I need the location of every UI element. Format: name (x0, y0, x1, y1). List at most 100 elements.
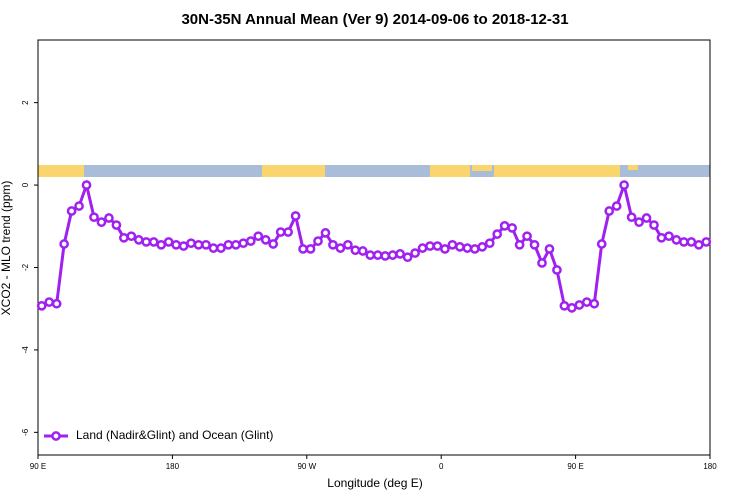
y-tick-label: 2 (21, 100, 30, 105)
data-point (499, 221, 510, 231)
data-point (81, 180, 92, 190)
land-strip (494, 165, 620, 177)
data-point (148, 237, 159, 247)
x-tick-label: 180 (703, 462, 717, 471)
data-point (223, 239, 234, 250)
data-point (440, 244, 450, 254)
data-point (507, 223, 517, 233)
data-point (462, 243, 473, 253)
data-point (649, 220, 659, 230)
data-point (574, 300, 585, 310)
plot-frame (37, 39, 711, 456)
data-point (596, 239, 607, 249)
data-point (380, 251, 391, 261)
data-point (567, 303, 577, 313)
legend-marker (51, 431, 61, 441)
data-point (589, 298, 600, 309)
data-point (432, 241, 443, 251)
data-point (455, 242, 465, 252)
data-point (231, 239, 241, 250)
data-point (693, 239, 704, 250)
data-point (141, 237, 152, 247)
series-line (41, 179, 707, 310)
data-point (290, 211, 301, 221)
data-point (552, 265, 562, 275)
data-point (671, 235, 682, 245)
x-tick-label: 0 (439, 462, 444, 471)
data-point (626, 212, 637, 223)
y-tick-label: -4 (21, 346, 30, 354)
y-tick-label: -2 (21, 263, 30, 271)
data-point (619, 180, 629, 190)
data-point (163, 237, 174, 247)
x-tick-label: 180 (166, 462, 180, 471)
data-point (238, 238, 249, 249)
data-point (477, 242, 488, 252)
data-point (111, 220, 122, 230)
data-point (283, 227, 293, 237)
data-point (522, 231, 532, 242)
data-point (253, 231, 264, 242)
data-point (104, 213, 114, 223)
x-axis-label: Longitude (deg E) (327, 476, 422, 490)
data-point (559, 300, 570, 311)
data-point (611, 201, 622, 211)
data-point (514, 239, 525, 250)
y-axis-label: XCO2 - MLO trend (ppm) (0, 181, 13, 316)
data-point (156, 239, 167, 250)
land-strip (430, 165, 470, 177)
data-point (178, 241, 189, 251)
data-point (343, 239, 353, 250)
data-point (634, 217, 644, 228)
data-point (36, 300, 47, 311)
x-tick-label: 90 W (297, 462, 316, 471)
data-point (679, 237, 689, 247)
data-point (133, 235, 144, 245)
data-point (208, 243, 219, 253)
data-point (328, 239, 338, 250)
data-point (350, 245, 361, 256)
data-point (604, 206, 615, 216)
data-point (59, 239, 69, 249)
data-point (656, 232, 667, 243)
data-point (275, 227, 286, 237)
data-point (260, 235, 271, 245)
data-point (171, 239, 181, 250)
data-point (74, 201, 84, 211)
chart-title: 30N-35N Annual Mean (Ver 9) 2014-09-06 t… (181, 11, 568, 28)
data-point (216, 243, 226, 253)
legend-label: Land (Nadir&Glint) and Ocean (Glint) (76, 428, 273, 442)
data-point (193, 239, 204, 250)
data-point (365, 250, 376, 260)
data-point (320, 228, 331, 238)
data-point (245, 236, 256, 246)
data-point (425, 241, 435, 251)
land-strip (38, 165, 84, 177)
data-point (44, 297, 55, 307)
land-mask (38, 165, 710, 177)
data-point (51, 298, 62, 309)
data-point (484, 238, 495, 249)
data-point (387, 250, 398, 260)
data-point (701, 237, 712, 247)
data-point (305, 244, 316, 254)
data-point (268, 239, 279, 249)
land-strip (472, 165, 492, 171)
data-point (313, 236, 323, 246)
data-point (298, 244, 308, 254)
data-point (581, 297, 592, 307)
y-tick-label: -6 (21, 428, 30, 436)
data-point (686, 237, 697, 247)
data-point (395, 249, 405, 259)
x-tick-label: 90 E (567, 462, 583, 471)
data-point (186, 238, 196, 249)
data-point (335, 243, 346, 253)
land-strip (262, 165, 325, 177)
data-point (664, 231, 674, 242)
data-point (410, 248, 420, 258)
data-point (357, 246, 368, 256)
y-tick-label: 0 (21, 182, 30, 187)
data-point (641, 213, 652, 223)
data-point (537, 258, 547, 268)
